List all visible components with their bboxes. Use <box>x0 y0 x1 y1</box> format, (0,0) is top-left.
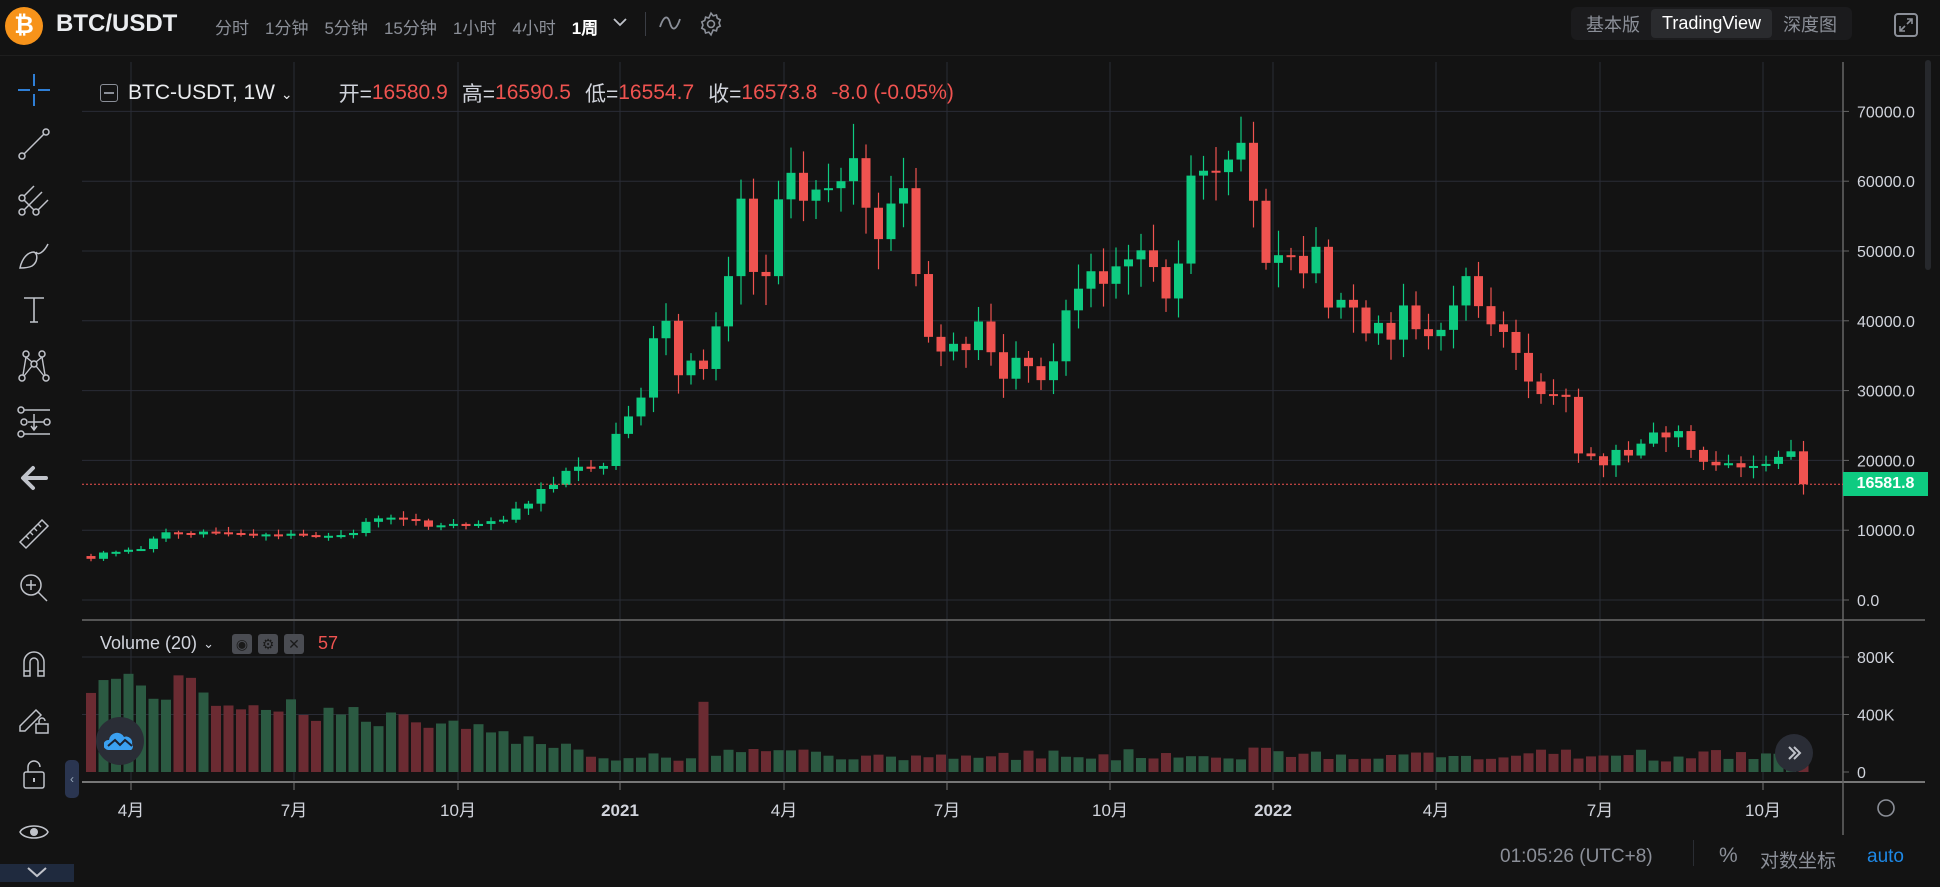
text-tool-icon[interactable] <box>14 290 54 330</box>
svg-text:40000.0: 40000.0 <box>1857 314 1915 331</box>
pair-title[interactable]: BTC/USDT <box>56 10 178 37</box>
brush-icon[interactable] <box>14 234 54 274</box>
change-value: -8.0 (-0.05%) <box>831 81 954 104</box>
volume-label[interactable]: Volume (20) <box>100 633 198 653</box>
ruler-icon[interactable] <box>14 514 54 554</box>
svg-text:7月: 7月 <box>1587 801 1613 820</box>
pitchfork-icon[interactable] <box>14 180 54 220</box>
high-value: 16590.5 <box>495 81 571 104</box>
interval-tab[interactable]: 1分钟 <box>265 19 309 38</box>
close-value: 16573.8 <box>741 81 818 104</box>
magnet-icon[interactable] <box>14 644 54 684</box>
top-bar: ₿ BTC/USDT 分时 1分钟 5分钟 15分钟 1小时 4小时 1周 基本… <box>0 0 1940 56</box>
indicators-wave-icon[interactable] <box>658 13 682 38</box>
svg-text:2022: 2022 <box>1254 801 1292 820</box>
svg-text:400K: 400K <box>1857 708 1895 725</box>
svg-text:800K: 800K <box>1857 650 1895 667</box>
pattern-icon[interactable] <box>14 346 54 386</box>
volume-settings-gear-icon[interactable]: ⚙ <box>257 633 278 654</box>
settings-gear-icon[interactable] <box>698 11 724 42</box>
collapse-toolbar-button[interactable]: ‹ <box>65 760 79 798</box>
svg-text:10月: 10月 <box>1745 801 1781 820</box>
interval-tab[interactable]: 15分钟 <box>383 19 437 38</box>
right-scrollbar[interactable] <box>1925 60 1931 270</box>
percent-scale-toggle[interactable]: % <box>1719 844 1738 867</box>
svg-text:4月: 4月 <box>118 801 144 820</box>
log-scale-toggle[interactable]: 对数坐标 <box>1760 851 1837 872</box>
unlock-icon[interactable] <box>14 754 54 794</box>
low-value: 16554.7 <box>618 81 695 104</box>
view-mode-basic[interactable]: 基本版 <box>1586 14 1640 35</box>
view-mode-tradingview[interactable]: TradingView <box>1651 9 1773 38</box>
svg-text:10月: 10月 <box>1092 801 1128 820</box>
svg-text:0: 0 <box>1857 765 1866 782</box>
svg-text:20000.0: 20000.0 <box>1857 453 1915 470</box>
svg-text:0.0: 0.0 <box>1857 593 1879 610</box>
interval-tabs: 分时 1分钟 5分钟 15分钟 1小时 4小时 1周 <box>215 14 614 39</box>
zoom-in-icon[interactable] <box>14 568 54 608</box>
trend-line-icon[interactable] <box>14 124 54 164</box>
svg-text:70000.0: 70000.0 <box>1857 104 1915 121</box>
interval-tab[interactable]: 分时 <box>215 19 249 38</box>
volume-value: 57 <box>317 633 338 653</box>
divider <box>645 12 646 36</box>
interval-tab[interactable]: 5分钟 <box>324 19 368 38</box>
measure-range-icon[interactable] <box>14 402 54 442</box>
back-arrow-icon[interactable] <box>14 458 54 498</box>
svg-text:10000.0: 10000.0 <box>1857 523 1915 540</box>
volume-remove-close-icon[interactable]: ✕ <box>283 633 304 654</box>
crosshair-icon[interactable] <box>14 70 54 110</box>
visibility-eye-icon[interactable] <box>14 812 54 852</box>
lock-drawings-icon[interactable] <box>14 698 54 738</box>
drawing-toolbar <box>0 56 70 882</box>
open-value: 16580.9 <box>371 81 448 104</box>
interval-tab[interactable]: 4小时 <box>512 19 556 38</box>
auto-scale-toggle[interactable]: auto <box>1867 846 1904 867</box>
volume-chevron-down-icon[interactable]: ⌄ <box>203 635 214 651</box>
clock-time[interactable]: 01:05:26 (UTC+8) <box>1500 846 1653 867</box>
svg-text:7月: 7月 <box>934 801 960 820</box>
collapse-legend-icon[interactable] <box>100 84 118 102</box>
candlestick-chart[interactable]: 70000.0 60000.0 50000.0 40000.0 30000.0 20000… <box>82 56 1940 836</box>
svg-text:10月: 10月 <box>440 801 476 820</box>
divider <box>1693 840 1694 866</box>
svg-text:2021: 2021 <box>601 801 639 820</box>
volume-visibility-eye-icon[interactable]: ◉ <box>231 633 252 654</box>
svg-text:50000.0: 50000.0 <box>1857 244 1915 261</box>
view-mode-switch: 基本版 TradingView 深度图 <box>1571 7 1853 40</box>
scroll-to-realtime-button[interactable] <box>1775 734 1813 772</box>
interval-chevron-down-icon[interactable] <box>612 14 628 35</box>
symbol-interval[interactable]: BTC-USDT, 1W ⌄ <box>128 81 293 104</box>
interval-tab[interactable]: 1小时 <box>452 19 497 38</box>
fullscreen-expand-icon[interactable] <box>1894 13 1918 37</box>
svg-text:4月: 4月 <box>771 801 797 820</box>
volume-legend: Volume (20) ⌄ ◉ ⚙ ✕ 57 <box>100 633 338 654</box>
svg-text:4月: 4月 <box>1423 801 1449 820</box>
interval-tab-active[interactable]: 1周 <box>571 19 599 38</box>
bitcoin-logo-icon: ₿ <box>5 7 43 45</box>
chart-legend: BTC-USDT, 1W ⌄ 开= 16580.9 高= 16590.5 低= 165… <box>100 78 968 108</box>
view-mode-depth[interactable]: 深度图 <box>1783 14 1838 35</box>
current-price-tag: 16581.8 <box>1843 472 1928 496</box>
tradingview-logo-button[interactable] <box>96 717 144 765</box>
svg-text:30000.0: 30000.0 <box>1857 384 1915 401</box>
svg-text:60000.0: 60000.0 <box>1857 174 1915 191</box>
svg-text:7月: 7月 <box>281 801 307 820</box>
toolbar-more-chevron-icon[interactable] <box>0 864 74 882</box>
